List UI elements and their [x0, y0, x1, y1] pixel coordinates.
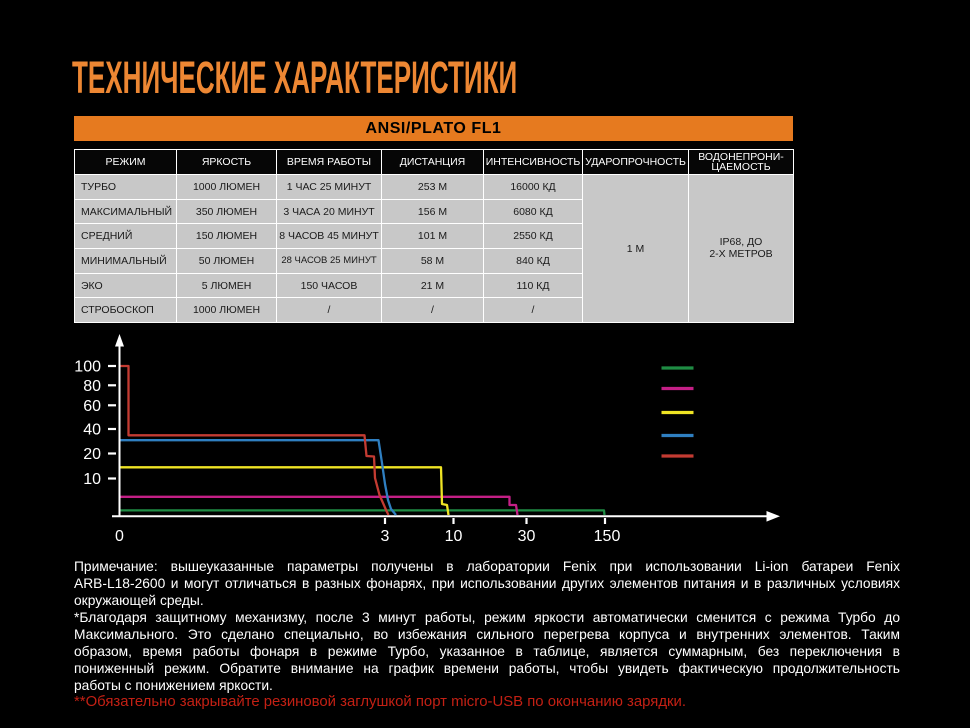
svg-text:80: 80 — [83, 378, 101, 395]
svg-text:40: 40 — [83, 422, 101, 439]
svg-text:150: 150 — [594, 528, 621, 545]
svg-text:0: 0 — [115, 528, 124, 545]
svg-text:10: 10 — [83, 471, 101, 488]
svg-text:100: 100 — [74, 359, 101, 376]
svg-text:60: 60 — [83, 398, 101, 415]
svg-text:3: 3 — [381, 528, 390, 545]
svg-text:10: 10 — [445, 528, 463, 545]
svg-text:30: 30 — [518, 528, 536, 545]
svg-text:20: 20 — [83, 446, 101, 463]
